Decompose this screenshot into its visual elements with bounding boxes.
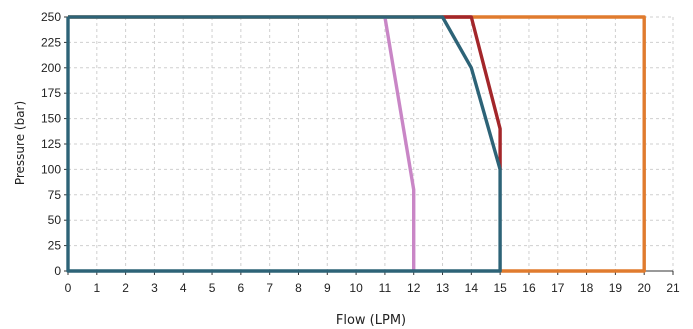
y-tick-label: 50 [48, 213, 62, 227]
x-tick-label: 10 [349, 281, 363, 295]
y-axis-label: Pressure (bar) [13, 101, 27, 185]
x-tick-labels: 0 1 2 3 4 5 6 7 8 9 10 11 12 13 14 15 16 17 18 19 20 21 [65, 281, 680, 295]
x-tick-label: 20 [638, 281, 652, 295]
series-line-2 [442, 15, 502, 170]
x-tick-label: 9 [324, 281, 331, 295]
x-tick-label: 16 [522, 281, 536, 295]
y-tick-label: 200 [41, 61, 61, 75]
x-tick-label: 14 [465, 281, 479, 295]
grid [68, 16, 674, 271]
x-tick-label: 0 [65, 281, 72, 295]
x-tick-label: 13 [436, 281, 450, 295]
series-lines [66, 15, 646, 273]
y-tick-labels: 0 25 50 75 100 125 150 175 200 225 250 [41, 10, 61, 278]
y-tick-label: 175 [41, 86, 61, 100]
y-tick-label: 75 [48, 188, 62, 202]
x-tick-label: 3 [151, 281, 158, 295]
x-tick-label: 12 [407, 281, 421, 295]
x-axis-label: Flow (LPM) [336, 313, 406, 328]
series-line-4 [66, 15, 502, 273]
x-tick-label: 2 [122, 281, 129, 295]
x-tick-label: 1 [93, 281, 100, 295]
y-tick-label: 250 [41, 10, 61, 24]
x-tick-label: 8 [295, 281, 302, 295]
x-tick-label: 4 [180, 281, 187, 295]
x-tick-label: 15 [493, 281, 507, 295]
x-tick-label: 19 [609, 281, 623, 295]
axes [64, 16, 674, 275]
x-tick-label: 21 [666, 281, 680, 295]
x-tick-label: 5 [209, 281, 216, 295]
y-tick-label: 150 [41, 112, 61, 126]
x-tick-label: 11 [379, 281, 392, 295]
x-tick-label: 7 [266, 281, 273, 295]
series-line-3 [383, 16, 416, 271]
y-tick-label: 0 [54, 264, 61, 278]
y-tick-label: 225 [41, 35, 61, 49]
y-tick-label: 25 [48, 239, 62, 253]
y-tick-label: 100 [41, 162, 61, 176]
x-tick-label: 17 [551, 281, 565, 295]
y-tick-label: 125 [41, 137, 61, 151]
x-tick-label: 18 [580, 281, 594, 295]
x-tick-label: 6 [238, 281, 245, 295]
